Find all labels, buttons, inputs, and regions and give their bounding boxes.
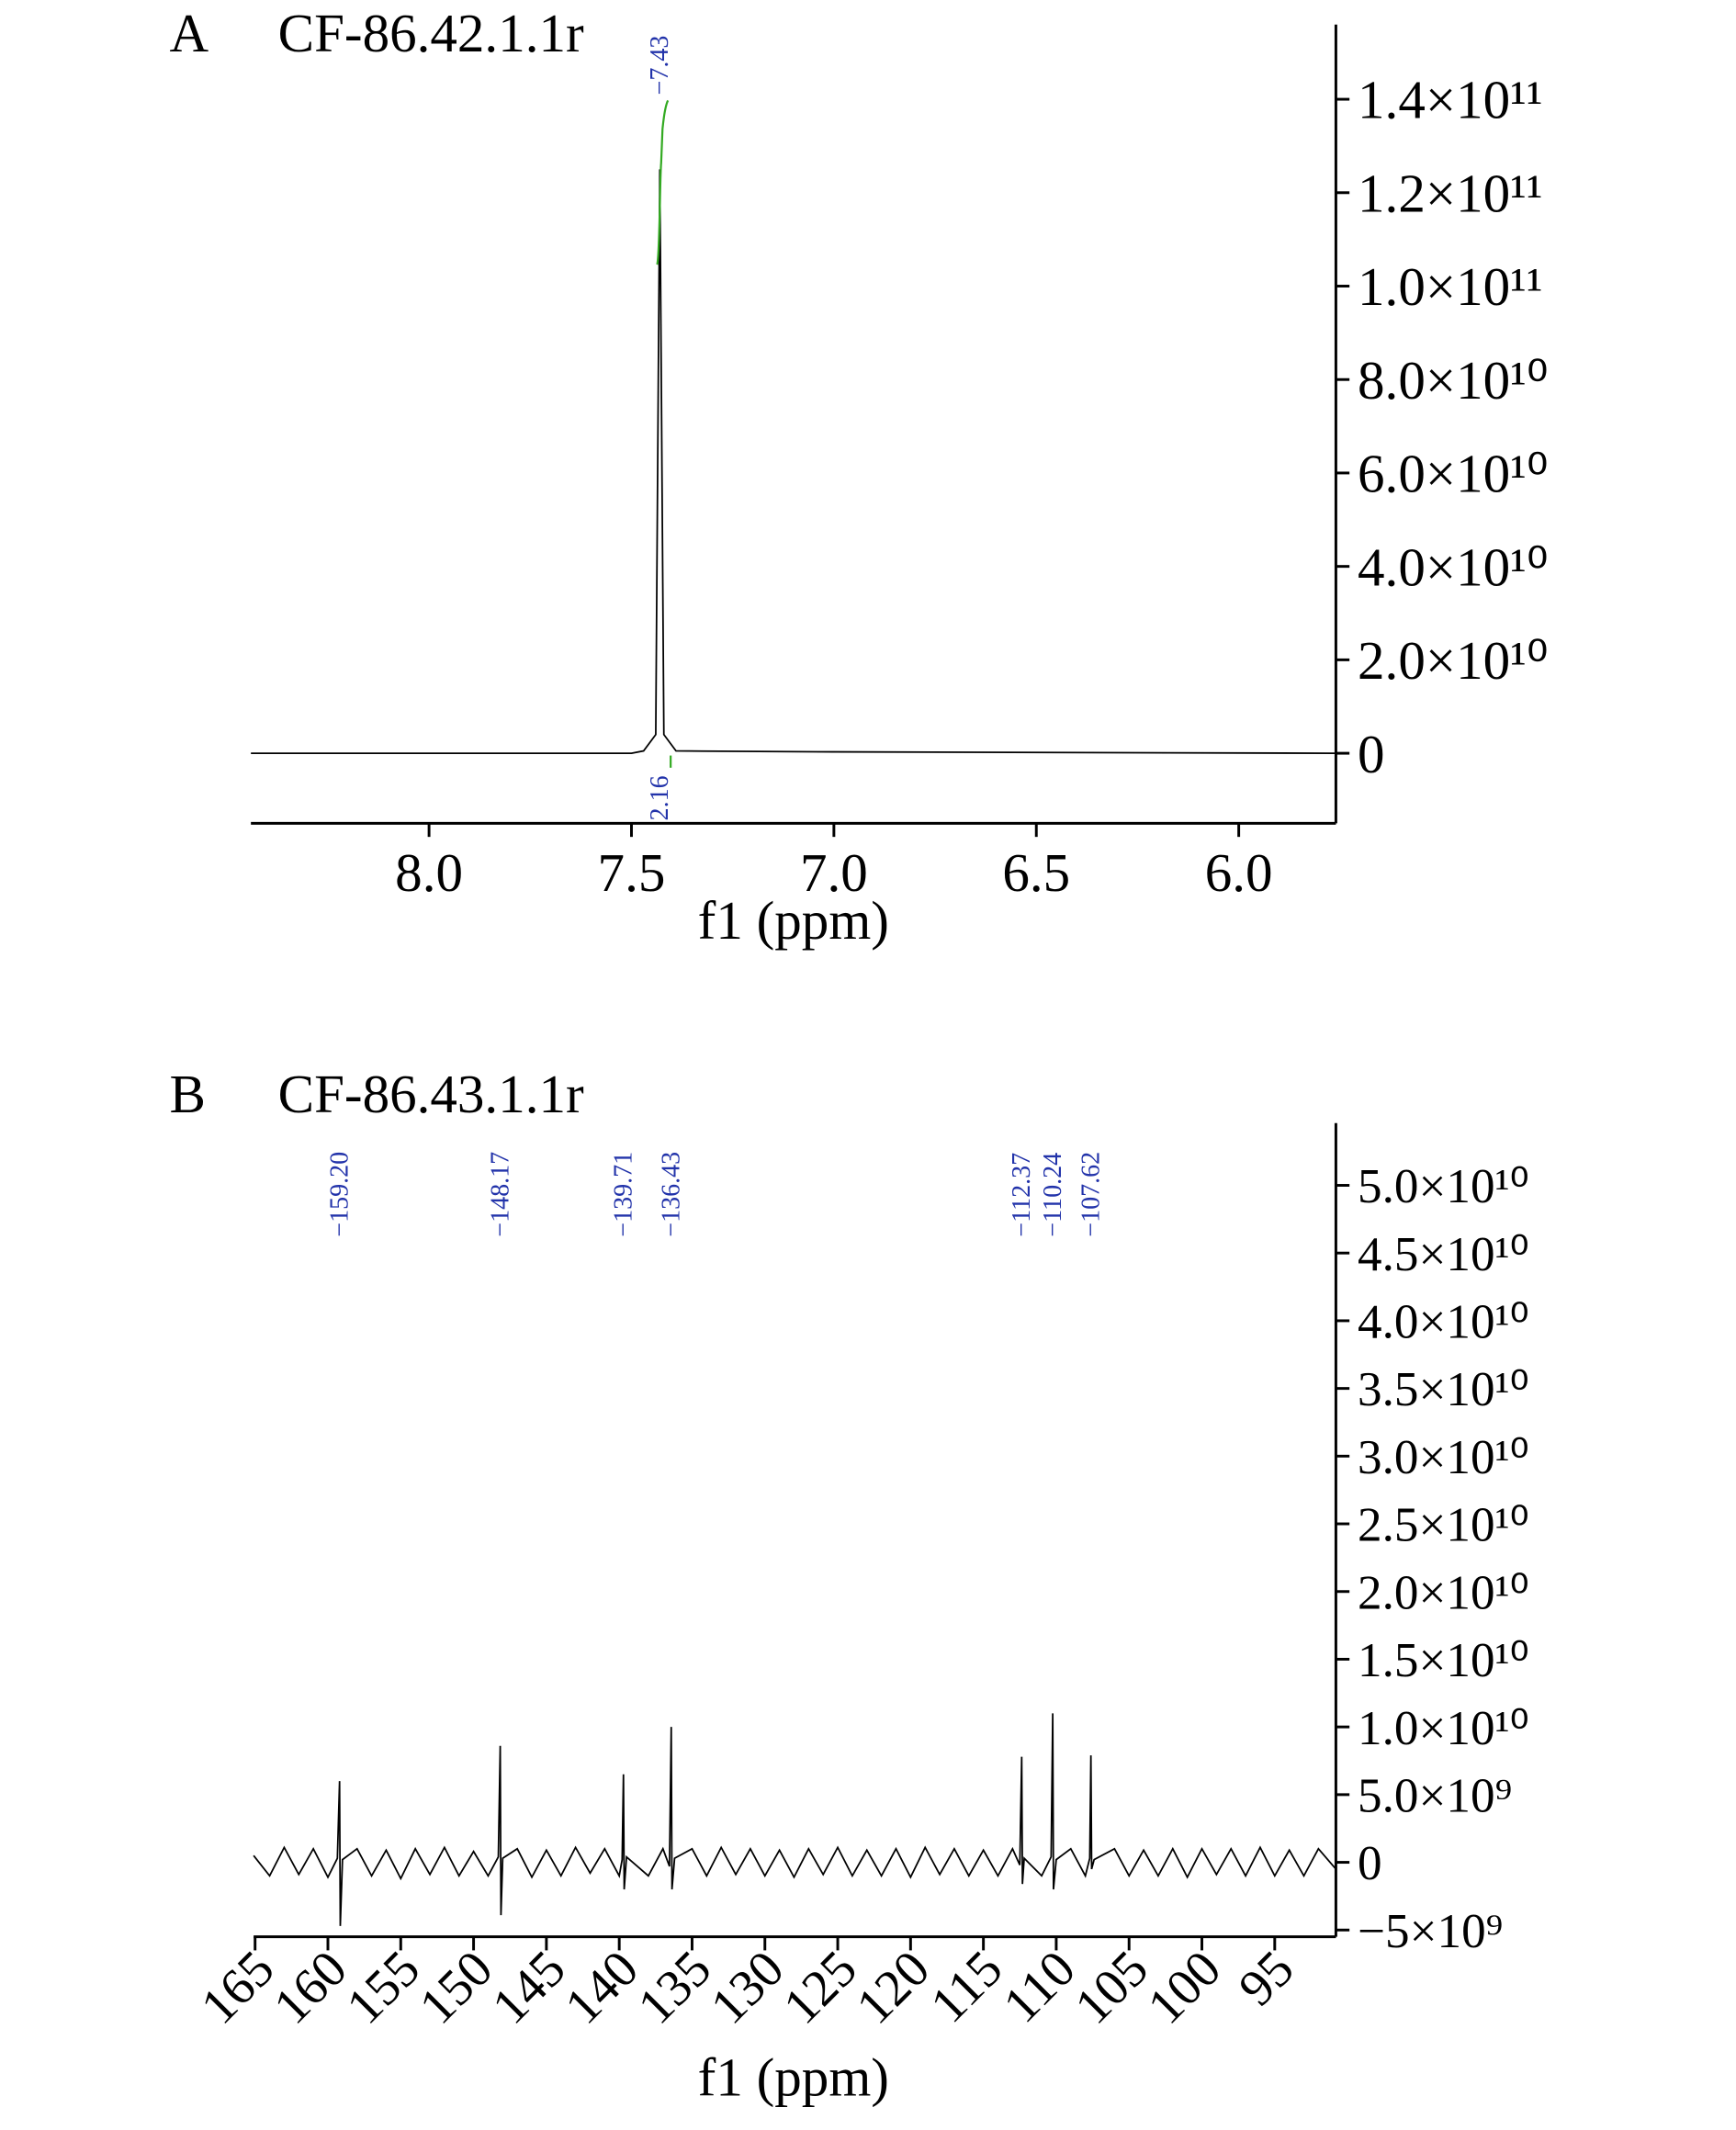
x-tick-label: 95 [1228, 1940, 1305, 2017]
x-tick-label: 6.5 [1002, 842, 1070, 903]
y-tick-label: 1.2×10¹¹ [1358, 163, 1543, 223]
y-tick-label: 1.4×10¹¹ [1358, 70, 1543, 130]
integral-curve [656, 99, 670, 265]
y-tick-label: −5×10⁹ [1358, 1905, 1503, 1958]
panel-letter: B [170, 1064, 206, 1124]
y-tick-label: 2.0×10¹⁰ [1358, 1566, 1529, 1619]
y-tick-label: 8.0×10¹⁰ [1358, 350, 1549, 411]
y-tick-label: 5.0×10¹⁰ [1358, 1160, 1529, 1213]
y-tick-label: 0 [1358, 724, 1385, 784]
x-tick-label: 100 [1137, 1940, 1232, 2034]
peak-label: −136.43 [658, 1152, 686, 1237]
y-tick-label: 4.0×10¹⁰ [1358, 536, 1549, 597]
x-tick-label: 8.0 [395, 842, 463, 903]
peak-label: −7.43 [646, 36, 674, 96]
peak-label: −148.17 [486, 1152, 514, 1237]
y-tick-label: 3.0×10¹⁰ [1358, 1431, 1529, 1484]
spectrum-line [251, 169, 1336, 754]
peak-label: −139.71 [610, 1152, 638, 1237]
x-tick-label: 7.0 [800, 842, 868, 903]
x-axis-label: f1 (ppm) [698, 2046, 889, 2107]
spectrum-line [253, 1713, 1337, 1926]
y-tick-label: 4.0×10¹⁰ [1358, 1296, 1529, 1349]
peak-label: −110.24 [1039, 1153, 1067, 1237]
y-tick-label: 6.0×10¹⁰ [1358, 444, 1549, 504]
y-tick-label: 4.5×10¹⁰ [1358, 1228, 1529, 1281]
panel-title: CF-86.42.1.1r [278, 3, 584, 63]
x-tick-label: 6.0 [1205, 842, 1273, 903]
y-tick-label: 2.0×10¹⁰ [1358, 630, 1549, 691]
panel-title: CF-86.43.1.1r [278, 1064, 584, 1124]
peak-label: −112.37 [1008, 1153, 1036, 1237]
y-tick-label: 0 [1358, 1837, 1382, 1890]
y-tick-label: 1.0×10¹⁰ [1358, 1702, 1529, 1755]
y-tick-label: 1.5×10¹⁰ [1358, 1634, 1529, 1687]
y-tick-label: 5.0×10⁹ [1358, 1769, 1512, 1822]
x-axis-label: f1 (ppm) [698, 890, 889, 951]
y-tick-label: 1.0×10¹¹ [1358, 256, 1543, 317]
y-tick-label: 3.5×10¹⁰ [1358, 1363, 1529, 1416]
panel-letter: A [170, 3, 209, 63]
y-tick-label: 2.5×10¹⁰ [1358, 1499, 1529, 1552]
x-tick-label: 7.5 [598, 842, 666, 903]
integral-label: 2.16 [646, 775, 674, 820]
peak-label: −159.20 [326, 1152, 355, 1237]
peak-label: −107.62 [1077, 1152, 1106, 1237]
